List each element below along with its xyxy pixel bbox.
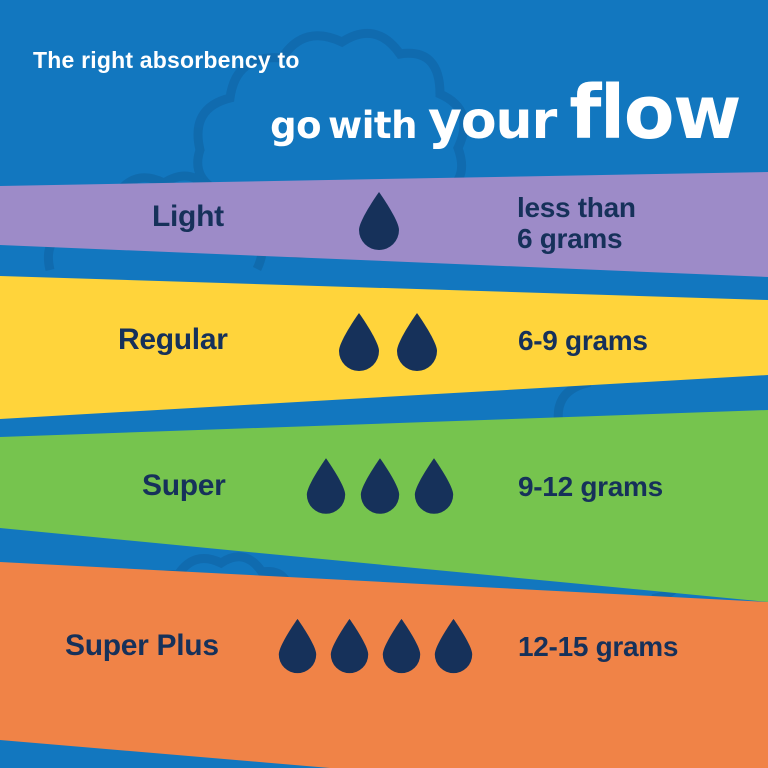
row-amount-regular: 6-9 grams bbox=[518, 325, 648, 356]
row-amount-light-line1: less than bbox=[517, 192, 636, 223]
drop-icon bbox=[397, 313, 437, 371]
drop-icon bbox=[339, 313, 379, 371]
drops-light bbox=[355, 190, 403, 252]
row-amount-super-plus: 12-15 grams bbox=[518, 631, 679, 662]
row-amount-super: 9-12 grams bbox=[518, 471, 663, 502]
drop-icon bbox=[434, 618, 473, 674]
drops-super bbox=[303, 456, 457, 516]
drop-icon bbox=[360, 458, 400, 514]
row-label-regular: Regular bbox=[118, 323, 228, 356]
drop-icon bbox=[330, 618, 369, 674]
drop-icon bbox=[414, 458, 454, 514]
drops-regular bbox=[335, 311, 441, 373]
row-label-super: Super bbox=[142, 469, 226, 502]
header-kicker: The right absorbency to bbox=[33, 47, 300, 73]
row-amount-light: less than 6 grams bbox=[517, 192, 727, 255]
drop-icon bbox=[278, 618, 317, 674]
headline: go with your flow bbox=[0, 70, 741, 156]
headline-word-flow: flow bbox=[569, 70, 741, 156]
drop-icon bbox=[306, 458, 346, 514]
band-regular bbox=[0, 276, 768, 419]
row-label-light: Light bbox=[152, 200, 224, 233]
drop-icon bbox=[382, 618, 421, 674]
headline-word-your: your bbox=[427, 91, 557, 151]
band-super-plus bbox=[0, 562, 768, 768]
headline-word-with: with bbox=[328, 104, 417, 147]
headline-word-go: go bbox=[270, 104, 322, 147]
drop-icon bbox=[359, 192, 399, 250]
row-label-super-plus: Super Plus bbox=[65, 629, 219, 662]
drops-super-plus bbox=[275, 617, 476, 675]
row-amount-light-line2: 6 grams bbox=[517, 223, 623, 255]
